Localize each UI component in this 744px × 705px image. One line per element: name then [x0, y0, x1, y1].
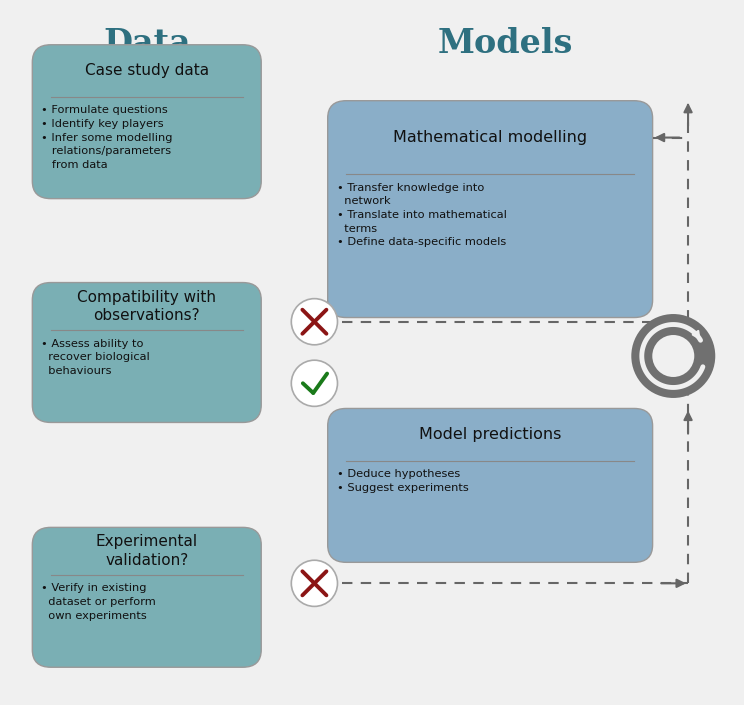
Text: Experimental
validation?: Experimental validation?	[96, 534, 198, 568]
Text: • Verify in existing
  dataset or perform
  own experiments: • Verify in existing dataset or perform …	[41, 583, 156, 620]
Ellipse shape	[292, 299, 338, 345]
Text: Models: Models	[437, 27, 573, 60]
Text: Model predictions: Model predictions	[419, 427, 561, 442]
Text: Data: Data	[103, 27, 190, 60]
Text: • Transfer knowledge into
  network
• Translate into mathematical
  terms
• Defi: • Transfer knowledge into network • Tran…	[336, 183, 507, 247]
Text: Case study data: Case study data	[85, 63, 209, 78]
Ellipse shape	[652, 335, 694, 377]
Text: • Assess ability to
  recover biological
  behaviours: • Assess ability to recover biological b…	[41, 338, 150, 376]
Text: Compatibility with
observations?: Compatibility with observations?	[77, 290, 217, 323]
FancyBboxPatch shape	[327, 101, 652, 317]
FancyBboxPatch shape	[32, 44, 261, 199]
Text: • Formulate questions
• Identify key players
• Infer some modelling
   relations: • Formulate questions • Identify key pla…	[41, 106, 173, 170]
Ellipse shape	[292, 560, 338, 606]
FancyBboxPatch shape	[32, 527, 261, 667]
Ellipse shape	[632, 314, 715, 398]
FancyBboxPatch shape	[327, 408, 652, 563]
Ellipse shape	[292, 360, 338, 406]
FancyBboxPatch shape	[32, 283, 261, 422]
Text: Mathematical modelling: Mathematical modelling	[393, 130, 587, 145]
Text: • Deduce hypotheses
• Suggest experiments: • Deduce hypotheses • Suggest experiment…	[336, 469, 468, 493]
